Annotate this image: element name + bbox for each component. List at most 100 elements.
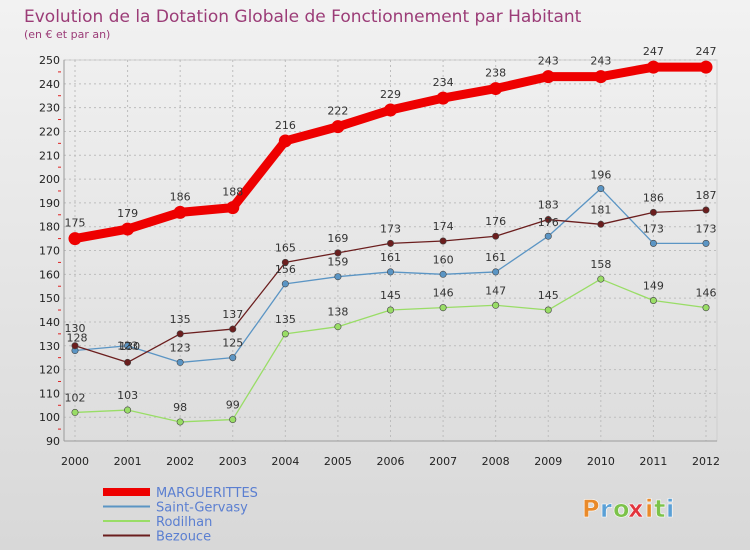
data-point — [702, 206, 710, 214]
x-tick-label: 2009 — [534, 455, 562, 468]
data-point — [278, 134, 292, 148]
data-point — [439, 304, 447, 312]
data-label: 243 — [590, 55, 611, 68]
data-label: 130 — [65, 322, 86, 335]
data-point — [386, 268, 394, 276]
y-tick-label: 150 — [39, 292, 60, 305]
logo-letter: P — [582, 495, 600, 523]
x-tick-label: 2008 — [482, 455, 510, 468]
data-point — [124, 406, 132, 414]
data-point — [124, 358, 132, 366]
data-label: 187 — [696, 189, 717, 202]
data-label: 176 — [538, 216, 559, 229]
data-label: 183 — [538, 199, 559, 212]
y-tick-label: 250 — [39, 54, 60, 67]
data-label: 234 — [433, 76, 454, 89]
data-label: 159 — [327, 256, 348, 269]
data-label: 147 — [485, 284, 506, 297]
data-point — [68, 232, 82, 246]
data-point — [176, 358, 184, 366]
data-label: 247 — [696, 45, 717, 58]
x-tick-label: 2005 — [324, 455, 352, 468]
data-point — [281, 258, 289, 266]
data-point — [544, 306, 552, 314]
legend-label: Saint-Gervasy — [156, 501, 248, 516]
data-label: 179 — [117, 207, 138, 220]
data-point — [229, 416, 237, 424]
data-point — [597, 275, 605, 283]
data-label: 216 — [275, 119, 296, 132]
x-tick-label: 2007 — [429, 455, 457, 468]
data-point — [541, 70, 555, 84]
data-label: 176 — [485, 215, 506, 228]
data-label: 222 — [327, 105, 348, 118]
data-point — [702, 239, 710, 247]
data-point — [649, 208, 657, 216]
y-tick-label: 90 — [46, 435, 60, 448]
data-point — [386, 306, 394, 314]
data-label: 243 — [538, 55, 559, 68]
data-point — [492, 232, 500, 240]
y-tick-label: 110 — [39, 387, 60, 400]
data-point — [649, 297, 657, 305]
legend-label: Bezouce — [156, 530, 211, 545]
x-tick-label: 2011 — [639, 455, 667, 468]
y-tick-label: 240 — [39, 78, 60, 91]
axes: 9010011012013014015016017018019020021022… — [39, 54, 720, 468]
y-tick-label: 170 — [39, 245, 60, 258]
x-tick-label: 2006 — [377, 455, 405, 468]
data-label: 149 — [643, 280, 664, 293]
data-label: 247 — [643, 45, 664, 58]
series-marguerittes — [68, 60, 713, 246]
data-label: 130 — [119, 340, 140, 353]
data-label: 229 — [380, 88, 401, 101]
y-tick-label: 210 — [39, 149, 60, 162]
data-point — [544, 232, 552, 240]
data-label: 173 — [696, 222, 717, 235]
x-tick-label: 2003 — [219, 455, 247, 468]
y-tick-label: 140 — [39, 316, 60, 329]
chart-subtitle: (en € et par an) — [24, 28, 110, 41]
y-tick-label: 190 — [39, 197, 60, 210]
chart-title: Evolution de la Dotation Globale de Fonc… — [24, 7, 582, 27]
x-tick-label: 2002 — [166, 455, 194, 468]
data-label: 158 — [590, 258, 611, 271]
y-tick-label: 200 — [39, 173, 60, 186]
data-label: 188 — [222, 186, 243, 199]
y-tick-label: 180 — [39, 221, 60, 234]
x-tick-label: 2000 — [61, 455, 89, 468]
data-label: 161 — [485, 251, 506, 264]
data-label: 161 — [380, 251, 401, 264]
data-point — [384, 103, 397, 117]
data-label: 135 — [170, 313, 191, 326]
logo-letter: i — [666, 495, 674, 523]
y-tick-label: 120 — [39, 364, 60, 377]
data-point — [646, 60, 660, 74]
series-saint-gervasy — [71, 185, 710, 366]
data-label: 125 — [222, 337, 243, 350]
data-label: 103 — [117, 389, 138, 402]
data-point — [492, 301, 500, 309]
data-point — [649, 239, 657, 247]
data-point — [597, 185, 605, 193]
data-point — [597, 220, 605, 228]
data-point — [281, 330, 289, 338]
data-label: 146 — [696, 287, 717, 300]
data-point — [226, 201, 240, 215]
data-label: 165 — [275, 241, 296, 254]
data-point — [124, 342, 132, 350]
data-label: 169 — [327, 232, 348, 245]
logo-letter: r — [600, 495, 612, 523]
data-point — [173, 205, 187, 219]
data-label: 135 — [275, 313, 296, 326]
x-tick-label: 2004 — [271, 455, 299, 468]
data-point — [439, 237, 447, 245]
data-label: 146 — [433, 287, 454, 300]
y-tick-label: 230 — [39, 102, 60, 115]
data-point — [331, 120, 345, 134]
data-point — [176, 418, 184, 426]
data-label: 98 — [173, 401, 187, 414]
